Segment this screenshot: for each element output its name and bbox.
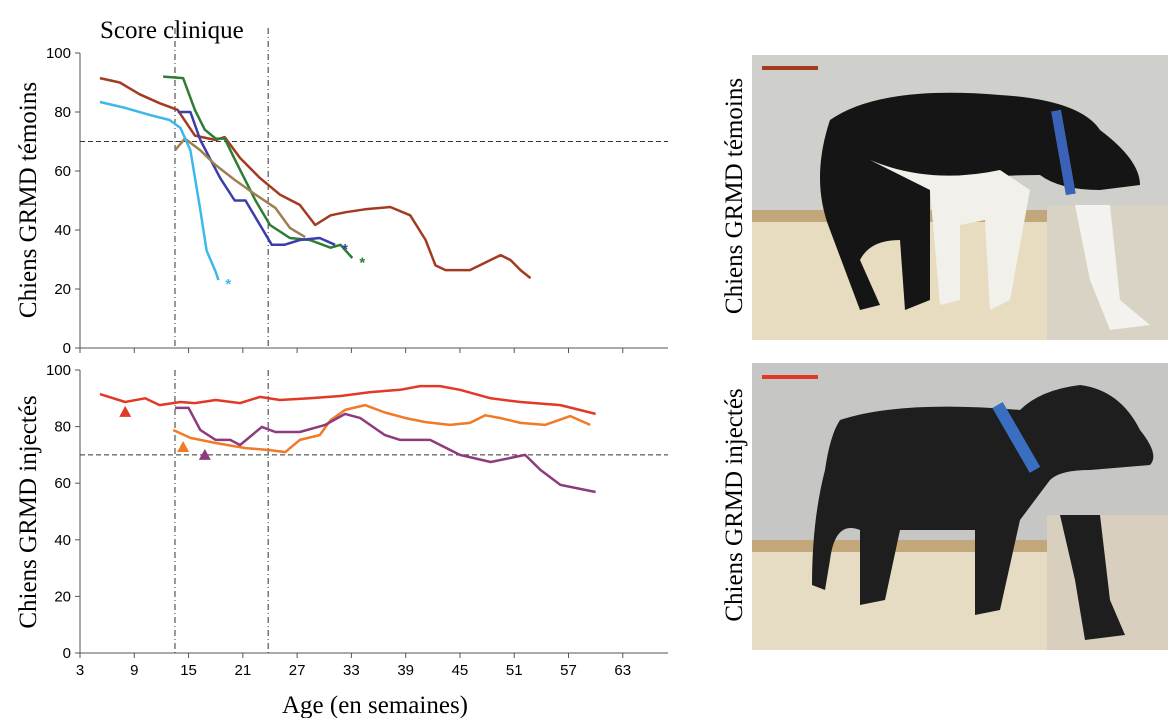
x-tick-label: 63 [614, 662, 631, 679]
y-tick-label: 80 [54, 419, 71, 436]
y-tick-label: 0 [63, 340, 71, 357]
y-tick-label: 80 [54, 104, 71, 121]
figure: Score clinique Chiens GRMD témoins Chien… [0, 0, 1170, 718]
y-axis-label: Chiens GRMD témoins [15, 82, 42, 318]
marker [177, 441, 189, 452]
x-tick-label: 15 [180, 662, 197, 679]
x-tick-label: 21 [234, 662, 251, 679]
x-tick-label: 39 [397, 662, 414, 679]
annotation: * [359, 255, 365, 272]
x-tick-label: 57 [560, 662, 577, 679]
marker [119, 406, 131, 417]
series-line [178, 112, 335, 245]
y-tick-label: 40 [54, 532, 71, 549]
chart-title: Score clinique [100, 17, 244, 44]
x-axis-label: Age (en semaines) [282, 692, 468, 718]
photo [752, 363, 1168, 650]
y-tick-label: 60 [54, 163, 71, 180]
y-tick-label: 0 [63, 645, 71, 662]
photo [752, 55, 1168, 340]
series-line [100, 102, 218, 280]
annotation: * [225, 276, 231, 293]
photo-label: Chiens GRMD témoins [721, 78, 748, 314]
x-tick-label: 9 [130, 662, 138, 679]
x-tick-label: 45 [452, 662, 469, 679]
series-line [173, 405, 590, 452]
y-tick-label: 40 [54, 222, 71, 239]
y-tick-label: 60 [54, 475, 71, 492]
series-line [175, 408, 596, 492]
photo-label: Chiens GRMD injectés [721, 388, 748, 621]
y-tick-label: 100 [46, 45, 71, 62]
y-tick-label: 20 [54, 588, 71, 605]
x-tick-label: 3 [76, 662, 84, 679]
y-tick-label: 100 [46, 362, 71, 379]
x-tick-label: 33 [343, 662, 360, 679]
y-tick-label: 20 [54, 281, 71, 298]
annotation: * [342, 241, 348, 258]
series-line [100, 78, 531, 278]
x-tick-label: 27 [289, 662, 306, 679]
x-tick-label: 51 [506, 662, 523, 679]
series-line [175, 139, 305, 238]
y-axis-label: Chiens GRMD injectés [15, 395, 42, 628]
series-line [163, 77, 352, 258]
